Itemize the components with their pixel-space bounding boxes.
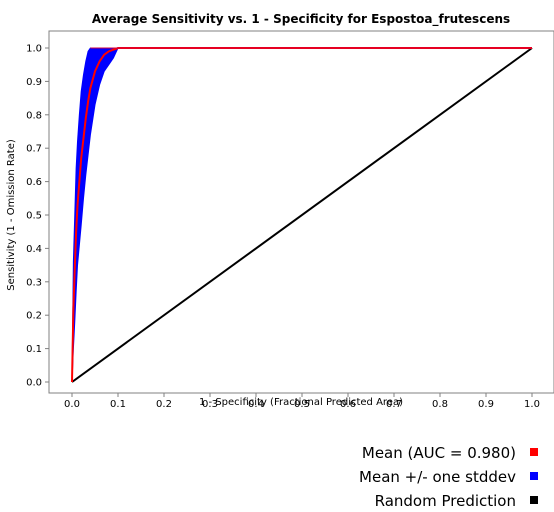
x-tick-label: 0.8 xyxy=(432,399,448,410)
y-tick-label: 0.9 xyxy=(26,77,42,88)
mean-line xyxy=(71,47,532,383)
y-tick-label: 1.0 xyxy=(26,44,42,55)
y-tick-label: 0.5 xyxy=(26,211,42,222)
legend-label-stddev: Mean +/- one stddev xyxy=(359,468,516,486)
legend: Mean (AUC = 0.980) Mean +/- one stddev R… xyxy=(359,444,538,510)
stddev-band xyxy=(71,47,532,383)
x-tick-label: 0.9 xyxy=(478,399,494,410)
y-axis-label: Sensitivity (1 - Omission Rate) xyxy=(6,139,17,291)
x-tick-label: 0.7 xyxy=(386,399,402,410)
y-axis-ticks: 0.0 0.1 0.2 0.3 0.4 0.5 0.6 0.7 0.8 0.9 1.0 xyxy=(26,44,49,389)
chart-title: Average Sensitivity vs. 1 - Specificity … xyxy=(92,12,510,27)
x-tick-label: 0.4 xyxy=(248,399,264,410)
legend-label-random: Random Prediction xyxy=(375,492,516,510)
legend-label-mean: Mean (AUC = 0.980) xyxy=(362,444,516,462)
legend-swatch-mean xyxy=(530,448,538,456)
y-tick-label: 0.7 xyxy=(26,144,42,155)
y-tick-label: 0.4 xyxy=(26,244,42,255)
x-axis-ticks: 0.0 0.1 0.2 0.3 0.4 0.5 0.6 0.7 0.8 0.9 1.0 xyxy=(64,393,540,410)
y-tick-label: 0.6 xyxy=(26,177,42,188)
x-tick-label: 1.0 xyxy=(524,399,540,410)
plot-area xyxy=(71,47,533,383)
x-tick-label: 0.3 xyxy=(202,399,218,410)
x-tick-label: 0.6 xyxy=(340,399,356,410)
y-tick-label: 0.3 xyxy=(26,277,42,288)
x-tick-label: 0.1 xyxy=(110,399,126,410)
legend-swatch-stddev xyxy=(530,472,538,480)
x-tick-label: 0.2 xyxy=(156,399,172,410)
x-tick-label: 0.5 xyxy=(294,399,310,410)
legend-swatch-random xyxy=(530,496,538,504)
y-tick-label: 0.8 xyxy=(26,110,42,121)
y-tick-label: 0.0 xyxy=(26,378,42,389)
y-tick-label: 0.1 xyxy=(26,344,42,355)
x-tick-label: 0.0 xyxy=(64,399,80,410)
y-tick-label: 0.2 xyxy=(26,311,42,322)
random-prediction-line xyxy=(71,47,533,383)
x-axis-label: 1 - Specificity (Fractional Predicted Ar… xyxy=(199,397,403,408)
plot-frame xyxy=(48,30,554,394)
